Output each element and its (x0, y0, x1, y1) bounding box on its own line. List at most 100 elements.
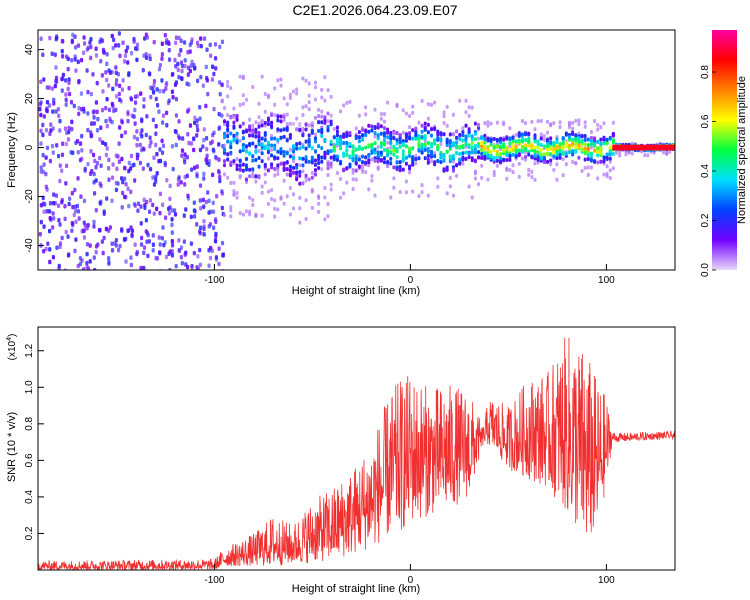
heat-cell (129, 255, 133, 260)
heat-cell (467, 145, 471, 150)
heat-cell (301, 144, 305, 149)
heat-cell (301, 169, 305, 174)
heat-cell (520, 149, 524, 154)
heat-cell (411, 110, 415, 115)
heat-cell (56, 107, 61, 112)
heat-cell (67, 252, 71, 257)
colorbar-tick-label: 0.4 (700, 164, 711, 178)
heat-cell (167, 57, 172, 62)
heat-cell (612, 144, 675, 151)
heat-cell (232, 192, 236, 197)
heat-cell (555, 140, 559, 145)
heat-cell (91, 152, 96, 158)
heat-cell (251, 154, 255, 159)
heat-cell (167, 210, 171, 216)
heat-cell (520, 136, 524, 141)
heat-cell (83, 41, 87, 46)
heat-cell (167, 206, 171, 211)
heat-cell (508, 154, 512, 159)
heat-cell (110, 241, 114, 246)
heat-cell (189, 141, 194, 146)
heat-cell (190, 167, 194, 172)
heat-cell (583, 142, 587, 147)
heat-cell (320, 109, 324, 114)
heat-cell (326, 161, 330, 166)
heat-cell (232, 115, 236, 120)
heat-cell (198, 262, 202, 268)
heat-cell (310, 205, 314, 210)
heat-cell (351, 157, 355, 162)
heat-cell (80, 148, 84, 153)
heat-cell (154, 96, 158, 102)
heat-cell (326, 128, 330, 133)
heat-cell (574, 133, 578, 138)
heat-cell (379, 112, 383, 117)
heat-cell (195, 133, 199, 138)
heat-cell (357, 139, 361, 144)
heat-cell (448, 155, 452, 160)
heat-cell (193, 209, 197, 214)
heat-cell (254, 120, 258, 125)
heat-cell (313, 172, 317, 177)
heat-cell (282, 115, 286, 120)
top-xlabel: Height of straight line (km) (292, 285, 420, 297)
heat-cell (586, 137, 590, 142)
heat-cell (260, 190, 264, 195)
heat-cell (110, 175, 115, 180)
heat-cell (124, 48, 128, 54)
heat-cell (235, 117, 239, 122)
heat-cell (223, 131, 227, 136)
heat-cell (208, 42, 212, 48)
heat-cell (47, 85, 51, 90)
heat-cell (404, 161, 408, 166)
heat-cell (126, 118, 130, 124)
heat-cell (57, 218, 61, 223)
heat-cell (127, 228, 131, 233)
heat-cell (160, 202, 165, 208)
heat-cell (558, 148, 562, 153)
heat-cell (92, 191, 97, 196)
heat-cell (527, 131, 531, 136)
heat-cell (107, 256, 111, 261)
heat-cell (195, 78, 200, 84)
heat-cell (42, 77, 46, 82)
heat-cell (533, 161, 537, 166)
heat-cell (132, 162, 136, 168)
heat-cell (164, 254, 169, 260)
heat-cell (107, 259, 111, 265)
heat-cell (323, 195, 327, 200)
heat-cell (132, 201, 136, 207)
heat-cell (85, 225, 89, 231)
heat-cell (151, 117, 155, 123)
heat-cell (420, 146, 424, 151)
snr-frame (37, 326, 676, 571)
heat-cell (527, 139, 531, 144)
heat-cell (114, 78, 119, 83)
heat-cell (211, 172, 215, 178)
heat-cell (520, 139, 524, 144)
heat-cell (483, 145, 487, 150)
heat-cell (593, 142, 597, 147)
heat-cell (458, 98, 462, 103)
heat-cell (298, 163, 302, 168)
heat-cell (467, 105, 471, 110)
heat-cell (326, 111, 330, 116)
heat-cell (251, 202, 255, 207)
heat-cell (218, 178, 222, 184)
heat-cell (101, 250, 105, 256)
heat-cell (73, 187, 77, 193)
heat-cell (608, 156, 612, 161)
heat-cell (533, 127, 537, 132)
heat-cell (486, 123, 490, 128)
heat-cell (260, 74, 264, 79)
heat-cell (241, 130, 245, 135)
heat-cell (295, 165, 299, 170)
heat-cell (342, 151, 346, 156)
heat-cell (90, 121, 94, 126)
bottom-ytick-label: 0.6 (24, 453, 35, 467)
heat-cell (151, 86, 155, 92)
heat-cell (248, 174, 252, 179)
heat-cell (542, 152, 546, 157)
heat-cell (436, 144, 440, 149)
heat-cell (326, 202, 330, 207)
